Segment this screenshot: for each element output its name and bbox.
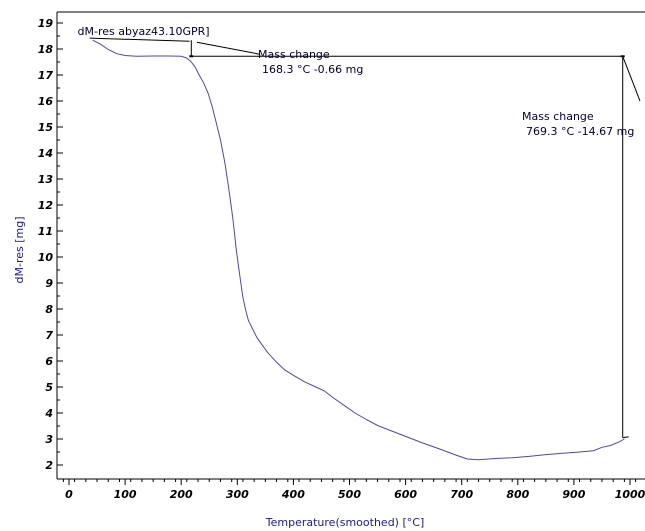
x-tick-label: 400 [281,488,305,501]
series-line-0 [92,39,625,461]
series-group: dM-res abyaz43.10GPR] [78,25,625,461]
y-tick-label: 16 [38,95,54,108]
axes [56,11,645,480]
x-tick-label: 500 [338,488,361,501]
x-axis-ticks: 0 100 200 300 400 500 600 700 800 900 1000 [62,479,645,501]
y-axis-ticks: 2 3 4 5 6 7 8 9 10 11 12 13 14 15 16 17 18 19 [38,17,63,472]
y-tick-label: 13 [38,173,54,186]
y-tick-label: 12 [38,199,54,212]
x-axis-label: Temperature(smoothed) [°C] [265,516,424,529]
x-tick-label: 100 [114,488,137,501]
series-label-underline [89,37,190,42]
y-tick-label: 6 [45,355,53,368]
x-tick-label: 800 [506,488,529,501]
y-tick-label: 3 [45,433,53,446]
marker-2-label: Mass change [522,110,594,123]
y-tick-label: 5 [45,381,53,394]
x-tick-label: 1000 [615,488,645,501]
x-tick-label: 900 [562,488,585,501]
x-tick-label: 0 [65,488,73,501]
marker-1-leader [196,41,260,55]
x-tick-label: 600 [394,488,417,501]
y-tick-label: 11 [38,225,53,238]
y-tick-label: 7 [45,329,53,342]
y-tick-label: 4 [44,407,53,420]
y-tick-label: 9 [45,277,53,290]
y-tick-label: 19 [38,17,54,30]
marker-2-value: 769.3 °C -14.67 mg [526,125,634,138]
x-tick-label: 300 [226,488,249,501]
x-tick-label: 200 [170,488,193,501]
y-tick-label: 8 [45,303,53,316]
marker-2-leader [622,56,641,102]
x-tick-label: 700 [450,488,473,501]
y-tick-label: 18 [38,43,54,56]
y-tick-label: 17 [38,69,54,82]
marker-1-value: 168.3 °C -0.66 mg [262,63,363,76]
y-tick-label: 15 [38,121,54,134]
marker-2-bottom-tick [622,436,629,439]
y-tick-label: 10 [38,251,54,264]
y-axis-label: dM-res [mg] [13,217,26,284]
annotations: Mass change 168.3 °C -0.66 mg Mass change 7… [189,40,641,439]
y-tick-label: 14 [38,147,53,160]
y-tick-label: 2 [45,459,53,472]
series-name-label: dM-res abyaz43.10GPR] [78,25,210,38]
marker-1-label: Mass change [258,48,330,61]
